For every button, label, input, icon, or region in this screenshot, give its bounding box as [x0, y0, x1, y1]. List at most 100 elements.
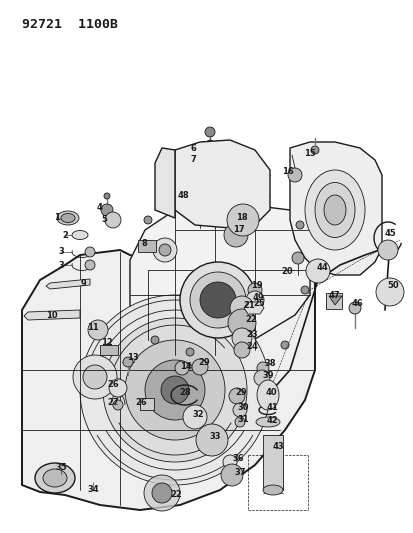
Circle shape — [226, 470, 236, 480]
Circle shape — [377, 240, 397, 260]
Circle shape — [254, 370, 269, 386]
Text: 43: 43 — [271, 442, 283, 451]
Circle shape — [153, 238, 177, 262]
Circle shape — [85, 247, 95, 257]
Ellipse shape — [256, 380, 278, 410]
Text: 26: 26 — [135, 399, 147, 408]
Circle shape — [235, 302, 247, 314]
Circle shape — [231, 328, 252, 348]
Polygon shape — [154, 148, 175, 218]
Circle shape — [250, 214, 259, 222]
Circle shape — [175, 361, 189, 375]
Polygon shape — [175, 140, 269, 228]
Circle shape — [226, 204, 259, 236]
Text: 50: 50 — [386, 281, 398, 290]
Circle shape — [104, 193, 110, 199]
Circle shape — [101, 204, 113, 216]
Ellipse shape — [35, 463, 75, 493]
Text: 27: 27 — [107, 399, 119, 408]
Circle shape — [235, 316, 248, 330]
Circle shape — [348, 302, 360, 314]
Text: 49: 49 — [252, 294, 263, 303]
Text: 13: 13 — [127, 353, 138, 362]
Ellipse shape — [43, 469, 67, 487]
Circle shape — [104, 345, 114, 355]
Circle shape — [185, 348, 194, 356]
Ellipse shape — [57, 211, 79, 225]
Text: 21: 21 — [242, 301, 254, 310]
Circle shape — [230, 229, 242, 241]
Circle shape — [109, 216, 117, 224]
Text: 22: 22 — [244, 316, 256, 325]
Text: 42: 42 — [266, 416, 277, 425]
Text: 16: 16 — [281, 167, 293, 176]
Ellipse shape — [304, 170, 364, 250]
Text: 40: 40 — [265, 389, 276, 398]
Polygon shape — [100, 345, 118, 355]
Circle shape — [190, 412, 199, 422]
Ellipse shape — [323, 195, 345, 225]
Circle shape — [177, 182, 189, 194]
Text: 3: 3 — [58, 261, 64, 270]
Circle shape — [206, 140, 212, 146]
Circle shape — [109, 379, 127, 397]
Circle shape — [375, 278, 403, 306]
Polygon shape — [243, 302, 263, 314]
Text: 17: 17 — [233, 225, 244, 235]
Ellipse shape — [72, 230, 88, 239]
Circle shape — [257, 374, 266, 382]
Circle shape — [152, 483, 171, 503]
Circle shape — [256, 362, 268, 374]
Text: 29: 29 — [198, 359, 209, 367]
Text: 41: 41 — [266, 403, 277, 413]
Text: 22: 22 — [170, 490, 181, 499]
Circle shape — [383, 246, 391, 254]
Text: 47: 47 — [328, 292, 339, 301]
Circle shape — [195, 424, 228, 456]
Text: 6: 6 — [190, 143, 195, 152]
Circle shape — [310, 146, 318, 154]
Text: 3: 3 — [58, 247, 64, 256]
Text: 9: 9 — [81, 279, 87, 287]
Bar — [138, 240, 156, 252]
Text: 38: 38 — [263, 359, 275, 368]
Text: 4: 4 — [97, 203, 103, 212]
Text: 14: 14 — [180, 362, 191, 372]
Circle shape — [230, 296, 254, 320]
Text: 18: 18 — [236, 213, 247, 222]
Text: 39: 39 — [261, 372, 273, 381]
Circle shape — [250, 296, 259, 304]
Polygon shape — [46, 279, 90, 289]
Circle shape — [287, 168, 301, 182]
Text: 8: 8 — [141, 239, 147, 248]
Circle shape — [180, 262, 255, 338]
Text: 33: 33 — [209, 432, 220, 441]
Circle shape — [125, 340, 224, 440]
Ellipse shape — [262, 485, 282, 495]
Polygon shape — [328, 296, 341, 305]
Circle shape — [383, 286, 395, 298]
Text: 15: 15 — [304, 149, 315, 157]
Text: 32: 32 — [192, 410, 203, 419]
Circle shape — [159, 244, 171, 256]
Circle shape — [123, 357, 133, 367]
Circle shape — [144, 216, 152, 224]
Circle shape — [305, 259, 329, 283]
Text: 5: 5 — [101, 215, 107, 224]
Circle shape — [178, 365, 185, 371]
Circle shape — [233, 342, 249, 358]
Text: 23: 23 — [246, 330, 257, 340]
Circle shape — [204, 433, 218, 447]
Circle shape — [221, 464, 242, 486]
Ellipse shape — [255, 417, 279, 427]
Circle shape — [280, 341, 288, 349]
Circle shape — [113, 400, 123, 410]
Text: 29: 29 — [235, 389, 246, 398]
Circle shape — [190, 272, 245, 328]
Text: 7: 7 — [190, 155, 195, 164]
Circle shape — [73, 355, 117, 399]
Text: 31: 31 — [237, 416, 248, 424]
Circle shape — [103, 318, 247, 462]
Polygon shape — [24, 310, 80, 320]
Circle shape — [295, 221, 303, 229]
